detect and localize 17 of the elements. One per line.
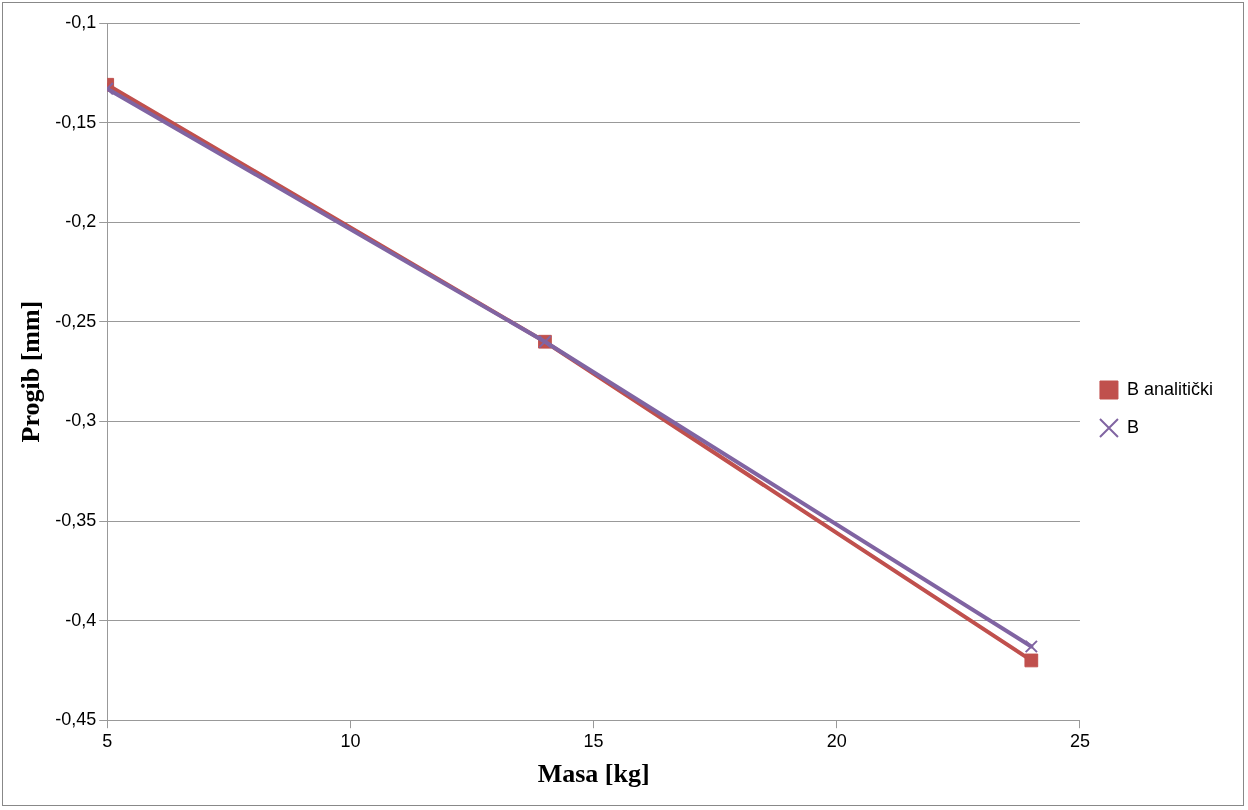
x-tick-label: 5 [102,730,113,751]
y-tick-label: -0,25 [55,310,97,331]
legend-label: B analitički [1126,378,1214,399]
x-tick-label: 10 [340,730,361,751]
y-tick-label: -0,15 [55,111,97,132]
x-axis-title: Masa [kg] [537,759,650,789]
y-axis-title: Progib [mm] [16,300,46,443]
y-tick-label: -0,1 [65,11,97,32]
y-tick-label: -0,3 [65,410,97,431]
x-tick-label: 15 [583,730,604,751]
y-tick-label: -0,2 [65,211,97,232]
legend-label: B [1126,416,1139,437]
x-tick-label: 25 [1069,730,1090,751]
x-tick-label: 20 [826,730,847,751]
y-tick-label: -0,35 [55,509,97,530]
y-tick-label: -0,4 [65,609,97,630]
y-tick-label: -0,45 [55,709,97,730]
